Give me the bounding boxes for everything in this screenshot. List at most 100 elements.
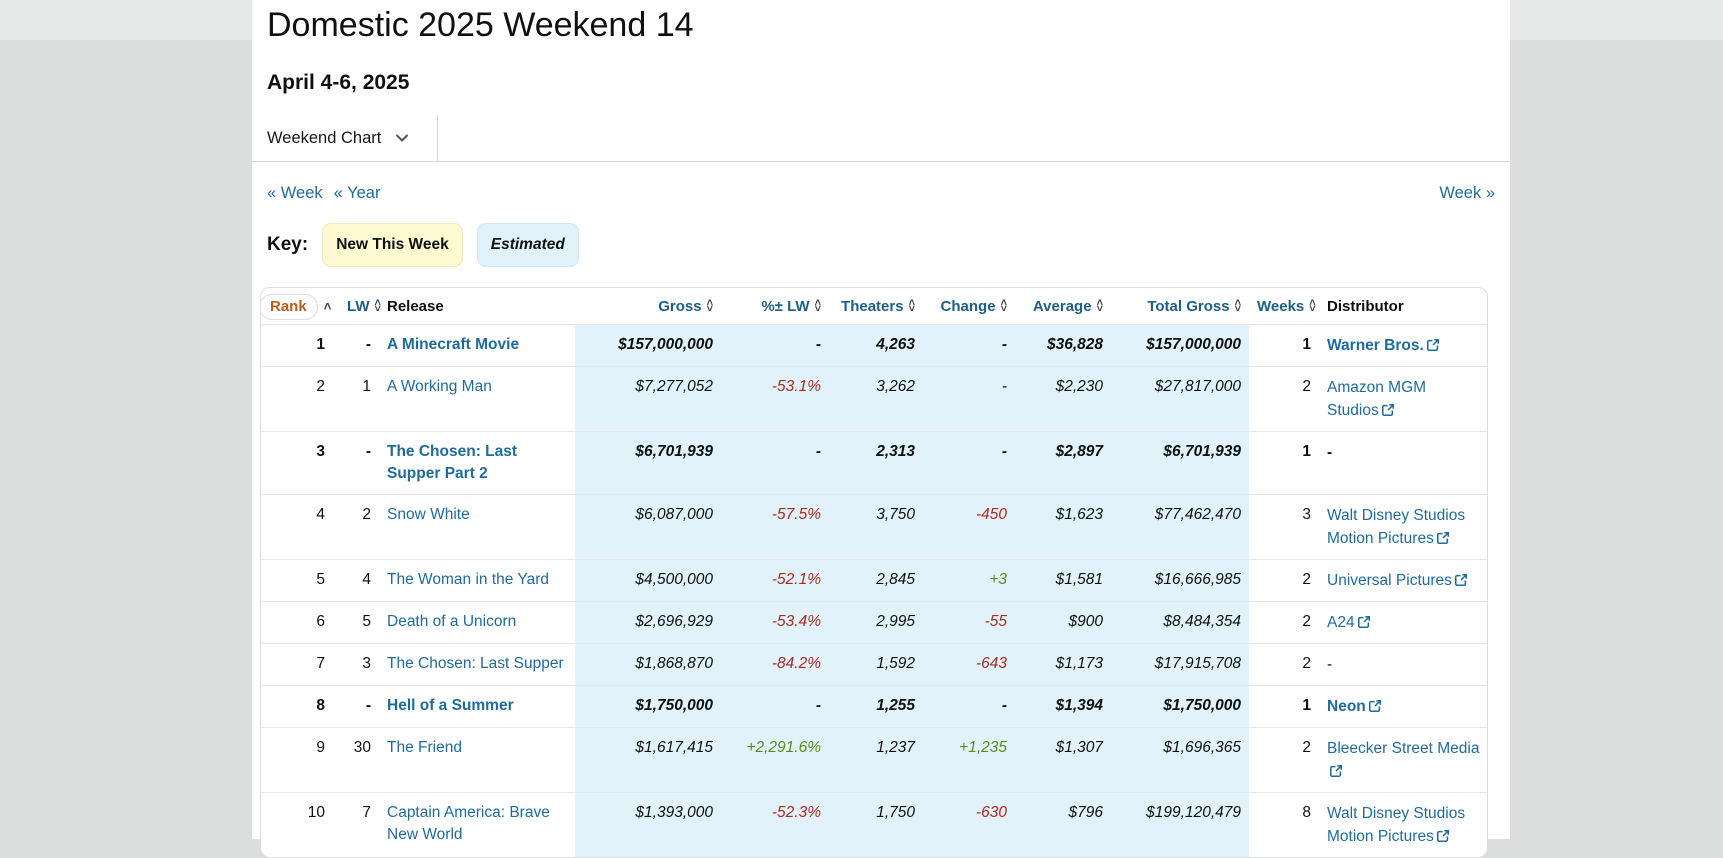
- sort-toggle-icon: ˄ ˅: [1234, 297, 1241, 316]
- column-header-change[interactable]: Change ˄ ˅: [940, 297, 1007, 316]
- cell-total_gross: $199,120,479: [1111, 792, 1249, 857]
- cell-rank: 4: [261, 494, 339, 560]
- pct_lw-value: -52.1%: [771, 571, 821, 588]
- cell-release: The Friend: [379, 727, 575, 793]
- table-row: 9 30 The Friend $1,617,415 +2,291.6% 1,237 +1,…: [261, 727, 1487, 793]
- release-link[interactable]: The Friend: [387, 739, 462, 756]
- external-link-icon: [1436, 531, 1449, 545]
- release-link[interactable]: The Woman in the Yard: [387, 571, 549, 588]
- cell-lw: 2: [339, 494, 379, 560]
- table-row: 5 4 The Woman in the Yard $4,500,000 -52.1% 2…: [261, 559, 1487, 602]
- release-link[interactable]: Snow White: [387, 506, 470, 523]
- cell-average: $796: [1015, 792, 1111, 857]
- column-header-lw[interactable]: LW ˄ ˅: [347, 297, 381, 316]
- cell-lw: -: [339, 324, 379, 367]
- distributor-link[interactable]: Amazon MGM Studios: [1327, 379, 1427, 419]
- cell-release: The Woman in the Yard: [379, 559, 575, 602]
- distributor-link[interactable]: Walt Disney Studios Motion Pictures: [1327, 507, 1466, 547]
- change-value: +3: [989, 571, 1007, 588]
- sort-toggle-icon: ˄ ˅: [1096, 297, 1103, 316]
- release-link[interactable]: Hell of a Summer: [387, 697, 514, 714]
- release-link[interactable]: A Minecraft Movie: [387, 336, 520, 353]
- table-row: 6 5 Death of a Unicorn $2,696,929 -53.4% 2,99…: [261, 601, 1487, 644]
- column-header-pct_lw[interactable]: %± LW ˄ ˅: [761, 297, 821, 316]
- cell-change: -: [923, 366, 1015, 432]
- cell-rank: 10: [261, 792, 339, 857]
- pct_lw-value: -53.4%: [771, 613, 821, 630]
- cell-change: -55: [923, 601, 1015, 644]
- release-link[interactable]: The Chosen: Last Supper: [387, 655, 564, 672]
- release-link[interactable]: Captain America: Brave New World: [387, 804, 550, 843]
- table-row: 1-A Minecraft Movie $157,000,000-4,263- $3…: [261, 324, 1487, 367]
- cell-weeks: 2: [1249, 601, 1319, 644]
- change-value: +1,235: [959, 739, 1007, 756]
- change-value: -: [1001, 336, 1007, 353]
- cell-distributor: -: [1319, 431, 1487, 495]
- cell-average: $36,828: [1015, 324, 1111, 367]
- cell-change: -630: [923, 792, 1015, 857]
- table-row: 7 3 The Chosen: Last Supper $1,868,870 -84.2…: [261, 643, 1487, 686]
- cell-theaters: 1,750: [829, 792, 923, 857]
- column-header-weeks[interactable]: Weeks ˄ ˅: [1257, 297, 1316, 316]
- column-header-average[interactable]: Average ˄ ˅: [1032, 297, 1103, 316]
- cell-change: -: [923, 685, 1015, 728]
- change-value: -630: [975, 804, 1007, 821]
- cell-theaters: 4,263: [829, 324, 923, 367]
- cell-gross: $1,617,415: [575, 727, 721, 793]
- cell-lw: 1: [339, 366, 379, 432]
- distributor-link[interactable]: Walt Disney Studios Motion Pictures: [1327, 805, 1466, 845]
- column-header-theaters[interactable]: Theaters ˄ ˅: [841, 297, 915, 316]
- next-week-link[interactable]: Week »: [1439, 184, 1495, 202]
- change-value: -450: [975, 506, 1007, 523]
- column-header-rank[interactable]: Rank ˄: [261, 288, 339, 325]
- distributor-link[interactable]: Neon: [1327, 698, 1382, 715]
- cell-average: $2,230: [1015, 366, 1111, 432]
- chart-type-dropdown[interactable]: Weekend Chart: [252, 115, 439, 161]
- cell-distributor: Neon: [1319, 685, 1487, 728]
- cell-pct_lw: -: [721, 685, 829, 728]
- cell-release: The Chosen: Last Supper: [379, 643, 575, 686]
- cell-pct_lw: -: [721, 431, 829, 495]
- distributor-link[interactable]: A24: [1327, 614, 1371, 631]
- cell-total_gross: $77,462,470: [1111, 494, 1249, 560]
- cell-lw: 30: [339, 727, 379, 793]
- cell-change: +3: [923, 559, 1015, 602]
- release-link[interactable]: Death of a Unicorn: [387, 613, 517, 630]
- distributor-link[interactable]: Bleecker Street Media: [1327, 740, 1480, 780]
- cell-rank: 1: [261, 324, 339, 367]
- cell-theaters: 3,750: [829, 494, 923, 560]
- prev-week-link[interactable]: « Week: [267, 184, 323, 202]
- column-header-distributor: Distributor: [1327, 298, 1404, 315]
- sort-toggle-icon: ˄ ˅: [908, 297, 915, 316]
- cell-gross: $6,087,000: [575, 494, 721, 560]
- table-row: 4 2 Snow White $6,087,000 -57.5% 3,750 -450 $1,…: [261, 494, 1487, 560]
- distributor-link[interactable]: Warner Bros.: [1327, 337, 1440, 354]
- cell-pct_lw: -: [721, 324, 829, 367]
- table-row: 3- The Chosen: Last Supper Part 2 $6,701,9…: [261, 431, 1487, 495]
- cell-gross: $4,500,000: [575, 559, 721, 602]
- cell-theaters: 3,262: [829, 366, 923, 432]
- cell-lw: -: [339, 685, 379, 728]
- release-link[interactable]: A Working Man: [387, 378, 492, 395]
- pct_lw-value: +2,291.6%: [746, 739, 821, 756]
- cell-gross: $1,393,000: [575, 792, 721, 857]
- distributor-link[interactable]: Universal Pictures: [1327, 572, 1468, 589]
- cell-change: -450: [923, 494, 1015, 560]
- prev-year-link[interactable]: « Year: [333, 184, 381, 202]
- external-link-icon: [1436, 829, 1449, 843]
- column-header-gross[interactable]: Gross ˄ ˅: [658, 297, 713, 316]
- external-link-icon: [1329, 764, 1343, 778]
- cell-lw: 5: [339, 601, 379, 644]
- cell-rank: 2: [261, 366, 339, 432]
- key-legend: Key: New This Week Estimated: [267, 223, 1495, 267]
- cell-average: $900: [1015, 601, 1111, 644]
- cell-rank: 9: [261, 727, 339, 793]
- column-header-total_gross[interactable]: Total Gross ˄ ˅: [1147, 297, 1241, 316]
- release-link[interactable]: The Chosen: Last Supper Part 2: [387, 443, 518, 482]
- cell-theaters: 2,313: [829, 431, 923, 495]
- change-value: -55: [984, 613, 1007, 630]
- cell-distributor: Bleecker Street Media: [1319, 727, 1487, 793]
- cell-lw: -: [339, 431, 379, 495]
- cell-average: $2,897: [1015, 431, 1111, 495]
- cell-gross: $1,868,870: [575, 643, 721, 686]
